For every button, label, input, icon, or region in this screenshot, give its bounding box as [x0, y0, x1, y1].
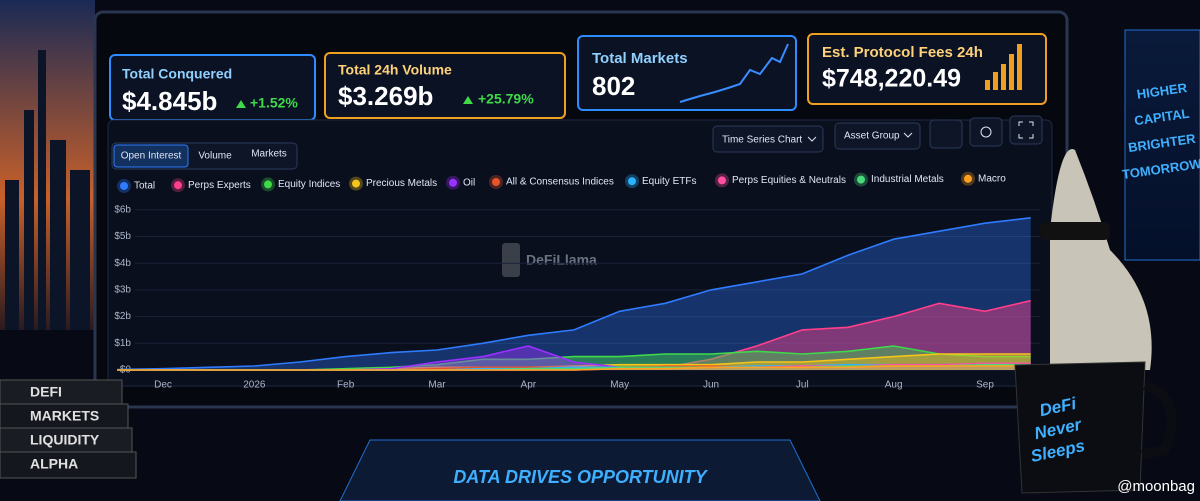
x-tick-label: 2026 [243, 380, 266, 391]
y-tick-label: $6b [114, 204, 131, 215]
area [117, 346, 1031, 370]
card-value: $3.269b [338, 81, 433, 111]
legend-dot [120, 182, 128, 190]
dropdown-label[interactable]: Time Series Chart [722, 135, 802, 146]
area [117, 217, 1031, 370]
y-tick-label: $2b [114, 311, 131, 322]
up-arrow [463, 96, 473, 104]
area [117, 363, 1031, 370]
card-value: 802 [592, 71, 635, 101]
tab[interactable]: Volume [198, 151, 232, 162]
x-tick-label: Apr [521, 380, 537, 391]
y-tick-label: $4b [114, 258, 131, 269]
bar-icon [985, 44, 1022, 90]
banner-text: DATA DRIVES OPPORTUNITY [453, 467, 708, 487]
legend-label: Perps Experts [188, 180, 251, 191]
legend-label: All & Consensus Indices [506, 177, 614, 188]
card-change: +25.79% [478, 91, 534, 107]
card [324, 52, 566, 119]
legend-dot [264, 180, 272, 189]
screen-line: HIGHER [1136, 80, 1189, 102]
x-tick-label: Jul [796, 380, 809, 391]
tab[interactable]: Open Interest [121, 151, 182, 162]
card-change: +1.52% [250, 95, 298, 111]
card-label: Total Conquered [122, 66, 232, 82]
legend-label: Perps Equities & Neutrals [732, 175, 846, 186]
dropdown[interactable] [834, 122, 921, 150]
x-tick-label: May [610, 380, 629, 391]
legend-label: Total [134, 181, 155, 192]
y-tick-label: $3b [114, 285, 131, 296]
line [117, 217, 1031, 371]
book-labels: DEFI MARKETS LIQUIDITY ALPHA [30, 384, 100, 472]
legend-dot [628, 177, 636, 186]
card-label: Est. Protocol Fees 24h [822, 44, 983, 61]
credit: @moonbag [1117, 478, 1195, 495]
mug [1014, 361, 1146, 494]
sparkline [679, 43, 789, 103]
book-title: DEFI [30, 384, 62, 400]
area [117, 300, 1031, 370]
legend-label: Precious Metals [366, 178, 437, 189]
x-tick-label: Aug [885, 380, 903, 391]
x-tick-label: Dec [154, 380, 172, 391]
chevron [903, 132, 913, 138]
watermark-logo [502, 243, 520, 277]
dropdown-label[interactable]: Asset Group [844, 131, 900, 142]
x-tick-label: Sep [976, 380, 994, 391]
dropdown[interactable] [712, 125, 824, 153]
card-value: $4.845b [122, 86, 217, 116]
legend-dot [492, 178, 500, 186]
legend-label: Equity Indices [278, 179, 340, 190]
card [577, 35, 797, 111]
book-title: LIQUIDITY [30, 432, 100, 448]
x-tick-label: Mar [428, 380, 446, 391]
llama [1050, 149, 1152, 370]
card-label: Total 24h Volume [338, 62, 452, 78]
screenshot-button[interactable] [969, 117, 1003, 147]
mug-handle [1140, 380, 1177, 460]
legend-dot [174, 181, 182, 190]
legend-label: Equity ETFs [642, 176, 696, 187]
books [0, 379, 137, 479]
legend-dot [449, 178, 457, 187]
y-tick-label: $5b [114, 231, 131, 242]
tab-active[interactable] [113, 144, 189, 168]
fullscreen-button[interactable] [1009, 115, 1043, 145]
banner [339, 439, 821, 501]
side-screen [1124, 29, 1200, 261]
card-label: Total Markets [592, 50, 688, 67]
watermark: DeFiLlama [526, 252, 597, 268]
legend-dot [718, 176, 726, 185]
line [117, 365, 1031, 371]
fullscreen-icon [1018, 121, 1034, 139]
x-tick-label: Jun [703, 380, 719, 391]
area [117, 366, 1031, 370]
chevron [807, 136, 817, 142]
y-tick-label: $1b [114, 338, 131, 349]
x-tick-label: Feb [337, 380, 355, 391]
legend-label: Macro [978, 173, 1006, 184]
book-title: ALPHA [30, 456, 78, 472]
camera-icon [980, 126, 992, 138]
legend-dot [964, 174, 972, 183]
legend-dot [352, 179, 360, 188]
legend-dot [857, 175, 865, 184]
book-title: MARKETS [30, 408, 99, 424]
tab[interactable]: Markets [251, 149, 287, 160]
up-arrow [236, 100, 246, 108]
embed-button[interactable] [929, 119, 963, 149]
area [117, 364, 1031, 370]
card-value: $748,220.49 [822, 65, 961, 93]
city [5, 50, 90, 330]
legend-label: Industrial Metals [871, 174, 944, 185]
legend-label: Oil [463, 177, 475, 188]
sunglasses [1040, 222, 1110, 240]
